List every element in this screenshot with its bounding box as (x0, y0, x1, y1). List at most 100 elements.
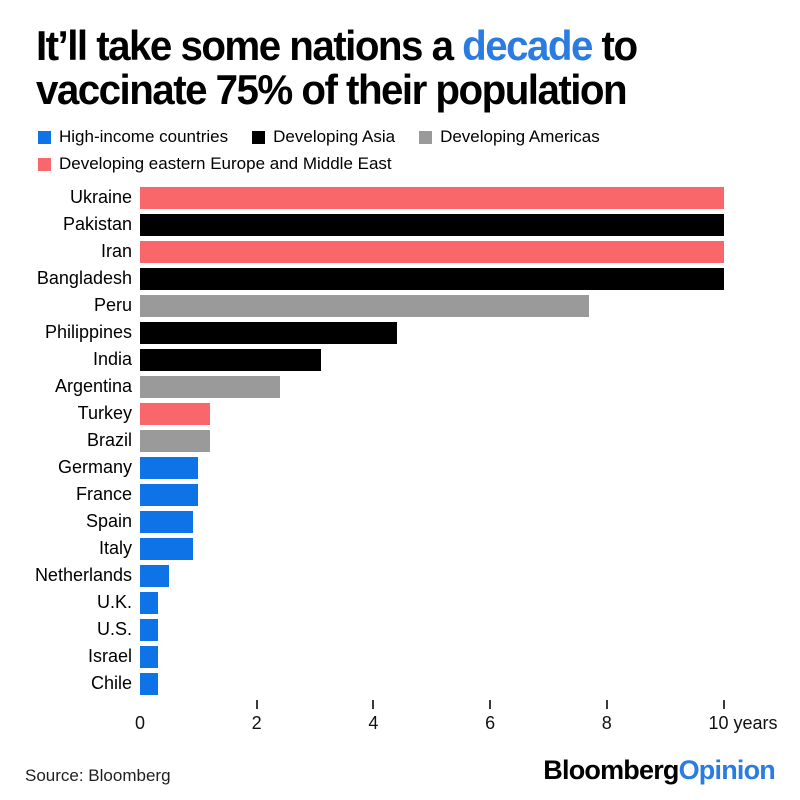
chart-row: Pakistan (0, 211, 800, 238)
bar (140, 267, 724, 290)
bar (140, 321, 397, 344)
bar-track (140, 672, 800, 695)
legend-swatch-icon (252, 130, 266, 144)
bar-track (140, 564, 800, 587)
bar (140, 618, 158, 641)
axis-tick-mark (489, 700, 492, 710)
legend-label: Developing eastern Europe and Middle Eas… (59, 154, 392, 174)
chart-row: U.S. (0, 616, 800, 643)
country-label: France (75, 484, 132, 505)
bar-track (140, 537, 800, 560)
chart-row: Germany (0, 454, 800, 481)
chart-title: It’ll take some nations a decade to vacc… (36, 24, 735, 111)
legend-label: High-income countries (59, 127, 229, 147)
axis-tick-label: 4 (368, 713, 379, 734)
chart-row: Turkey (0, 400, 800, 427)
chart-row: Chile (0, 670, 800, 697)
bar (140, 456, 199, 479)
country-label: India (92, 349, 132, 370)
legend-label: Developing Americas (440, 127, 600, 147)
chart-row: Ukraine (0, 184, 800, 211)
axis-tick-mark (722, 700, 725, 710)
bar (140, 591, 158, 614)
legend-item: Developing Asia (252, 127, 395, 147)
bar-track (140, 240, 800, 263)
country-label: Turkey (77, 403, 132, 424)
chart-row: Argentina (0, 373, 800, 400)
chart-row: Italy (0, 535, 800, 562)
footer: Source: Bloomberg BloombergOpinion (25, 755, 776, 786)
bar (140, 429, 210, 452)
brand-bloomberg: Bloomberg (543, 755, 679, 785)
legend-label: Developing Asia (273, 127, 396, 147)
legend-swatch-icon (38, 130, 51, 144)
bar (140, 564, 170, 587)
bar-track (140, 375, 800, 398)
title-line-2: vaccinate 75% of their population (36, 65, 628, 113)
legend-item: High-income countries (38, 127, 228, 147)
bar (140, 510, 193, 533)
bar-track (140, 402, 800, 425)
bar-chart: Ukraine Pakistan Iran Bangladesh Peru Ph… (0, 184, 800, 697)
bar (140, 537, 193, 560)
bar-track (140, 213, 800, 236)
legend-swatch-icon (38, 157, 51, 171)
bar-track (140, 186, 800, 209)
country-label: Bangladesh (36, 268, 132, 289)
bar-track (140, 294, 800, 317)
bar-track (140, 645, 800, 668)
bar (140, 294, 590, 317)
chart-row: Philippines (0, 319, 800, 346)
chart-row: Spain (0, 508, 800, 535)
chart-row: Bangladesh (0, 265, 800, 292)
country-label: Peru (93, 295, 132, 316)
source-note: Source: Bloomberg (25, 766, 171, 785)
bar-track (140, 618, 800, 641)
chart-row: Iran (0, 238, 800, 265)
bar-track (140, 267, 800, 290)
title-accent-word: decade (462, 22, 593, 69)
bar (140, 645, 158, 668)
country-label: Iran (100, 241, 132, 262)
bar-track (140, 348, 800, 371)
bar (140, 186, 724, 209)
legend-item: Developing Americas (419, 127, 600, 147)
bar (140, 213, 724, 236)
country-label: U.K. (96, 592, 132, 613)
legend: High-income countries Developing Asia De… (38, 127, 698, 174)
country-label: Germany (57, 457, 132, 478)
axis-tick-label: 8 (601, 713, 612, 734)
bar (140, 348, 321, 371)
axis-tick-label: 0 (134, 713, 146, 734)
country-label: Chile (90, 673, 132, 694)
chart-row: Brazil (0, 427, 800, 454)
chart-row: Israel (0, 643, 800, 670)
country-label: Brazil (86, 430, 132, 451)
axis-tick-label: 6 (485, 713, 496, 734)
title-text-post: to (591, 22, 639, 69)
bar-track (140, 429, 800, 452)
bar (140, 240, 724, 263)
chart-row: India (0, 346, 800, 373)
bar (140, 672, 158, 695)
axis-tick-label: 10 years (708, 713, 778, 734)
axis-tick-mark (255, 700, 258, 710)
bar (140, 402, 210, 425)
bar (140, 483, 199, 506)
bar (140, 375, 280, 398)
country-label: Philippines (44, 322, 132, 343)
legend-item: Developing eastern Europe and Middle Eas… (38, 154, 392, 174)
country-label: Spain (85, 511, 132, 532)
axis-tick-label: 2 (251, 713, 262, 734)
axis-tick-mark (605, 700, 608, 710)
title-text-pre: It’ll take some nations a (36, 22, 463, 69)
x-axis: 0 2 4 6 8 10 years (0, 697, 800, 743)
chart-row: France (0, 481, 800, 508)
chart-row: Netherlands (0, 562, 800, 589)
country-label: Italy (98, 538, 132, 559)
bar-track (140, 483, 800, 506)
country-label: Netherlands (34, 565, 132, 586)
bar-track (140, 321, 800, 344)
bar-track (140, 456, 800, 479)
